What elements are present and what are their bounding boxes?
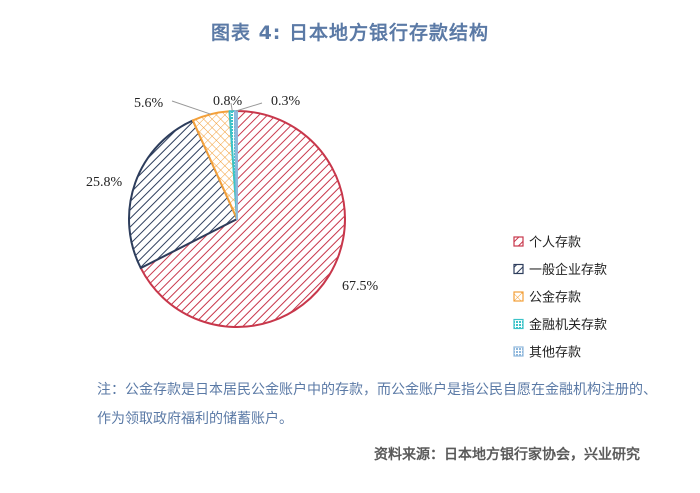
legend-swatch-3 — [513, 291, 524, 302]
legend-label-3: 公金存款 — [529, 290, 581, 305]
data-label-1: 67.5% — [342, 279, 379, 294]
data-label-3: 5.6% — [134, 96, 164, 111]
data-label-4: 0.8% — [213, 94, 243, 109]
legend-label-5: 其他存款 — [529, 345, 581, 360]
pie-slice-1 — [139, 110, 346, 328]
legend-swatch-2 — [513, 263, 524, 275]
legend-swatch-1 — [513, 236, 524, 247]
legend-label-1: 个人存款 — [529, 235, 581, 250]
pie-slice-2 — [128, 119, 238, 270]
data-label-5: 0.3% — [271, 94, 301, 109]
chart-title: 图表 4: 日本地方银行存款结构 — [210, 22, 490, 44]
chart-source: 资料来源：日本地方银行家协会，兴业研究 — [374, 447, 640, 463]
chart-note: 注：公金存款是日本居民公金账户中的存款，而公金账户是指公民自愿在金融机构注册的、… — [97, 382, 657, 427]
legend-swatch-4 — [513, 318, 524, 330]
pie-chart-svg: 67.5% 25.8% 5.6% 0.8% 0.3% 个人存款一般企业存款公金存款金融机… — [86, 94, 607, 360]
legend-label-4: 金融机关存款 — [529, 317, 607, 332]
pie-chart: 67.5% 25.8% 5.6% 0.8% 0.3% 个人存款一般企业存款 公金存款金融机… — [86, 94, 607, 360]
leader-line-3 — [171, 100, 211, 115]
legend-swatch-5 — [513, 346, 524, 357]
leader-line-5 — [235, 102, 263, 112]
legend-label-2: 一般企业存款 — [529, 262, 607, 277]
data-label-2: 25.8% — [86, 175, 123, 190]
leader-line-4 — [230, 102, 233, 112]
